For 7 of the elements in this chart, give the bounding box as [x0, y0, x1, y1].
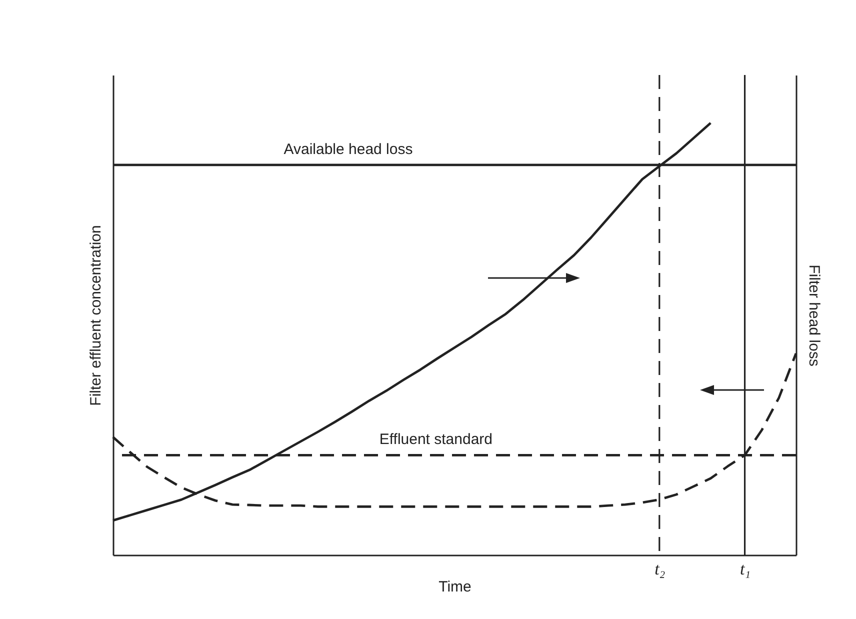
- ref-line-label: Available head loss: [284, 140, 413, 158]
- x-tick-label: t₁: [740, 560, 751, 578]
- x-tick-label: t₂: [654, 560, 666, 578]
- y-axis-title: Filter effluent concentration: [88, 225, 104, 406]
- ref-line-label: Effluent standard: [379, 431, 493, 448]
- y2-axis-title: Filter head loss: [806, 264, 822, 366]
- x-axis-title: Time: [438, 578, 472, 596]
